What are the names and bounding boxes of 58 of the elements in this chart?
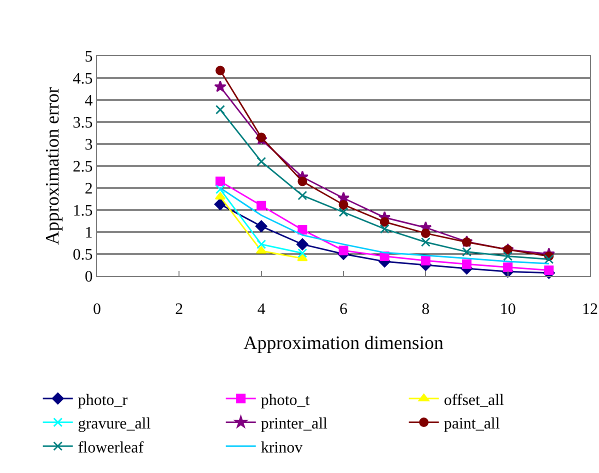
legend-label: printer_all	[260, 416, 328, 433]
x-tick-label: 12	[582, 301, 598, 318]
y-tick-label: 4	[84, 92, 93, 110]
point	[256, 132, 266, 142]
point	[420, 228, 430, 238]
point	[256, 156, 266, 166]
x-tick-label: 2	[175, 301, 184, 318]
point	[338, 200, 348, 210]
x-tick-label: 6	[340, 301, 348, 318]
point	[255, 220, 268, 232]
legend-label: offset_all	[444, 392, 505, 409]
y-tick-label: 0	[84, 268, 93, 286]
point	[298, 225, 308, 235]
legend-label: flowerleaf	[78, 439, 144, 456]
point	[216, 104, 225, 114]
point	[216, 66, 225, 76]
legend-label: photo_r	[78, 392, 128, 409]
point	[216, 184, 225, 194]
point	[380, 224, 390, 234]
point	[380, 217, 390, 227]
point	[214, 198, 226, 210]
point	[298, 248, 308, 258]
legend-label: paint_all	[444, 416, 500, 433]
legend-label: krinov	[260, 439, 303, 456]
y-tick-label: 4.5	[72, 70, 93, 88]
point	[297, 254, 308, 262]
point	[338, 246, 348, 256]
y-tick-label: 1.5	[72, 202, 93, 220]
x-tick-label: 8	[422, 301, 430, 318]
point	[256, 200, 266, 210]
legend-label: photo_t	[260, 392, 310, 409]
y-axis-title: Approximation error	[42, 86, 64, 245]
y-tick-label: 0.5	[72, 246, 93, 264]
point	[298, 190, 308, 200]
y-tick-label: 3	[84, 136, 93, 154]
x-tick-label: 10	[500, 301, 516, 318]
point	[544, 254, 554, 264]
y-tick-label: 5	[84, 48, 93, 66]
point	[298, 176, 308, 186]
point	[296, 238, 308, 250]
y-tick-label: 3.5	[72, 114, 93, 132]
point	[544, 266, 554, 276]
point	[462, 259, 472, 269]
point	[420, 237, 430, 247]
y-tick-label: 1	[84, 224, 93, 242]
y-tick-label: 2	[84, 180, 93, 198]
point	[256, 240, 266, 250]
point	[420, 256, 430, 266]
point	[503, 251, 513, 261]
point	[338, 207, 348, 217]
x-tick-label: 4	[257, 301, 266, 318]
point	[216, 176, 225, 186]
y-tick-label: 2.5	[72, 158, 93, 176]
legend-label: gravure_all	[78, 416, 152, 433]
point	[503, 262, 513, 272]
point	[462, 247, 472, 257]
point	[214, 80, 226, 92]
x-axis-title: Approximation dimension	[243, 333, 444, 354]
